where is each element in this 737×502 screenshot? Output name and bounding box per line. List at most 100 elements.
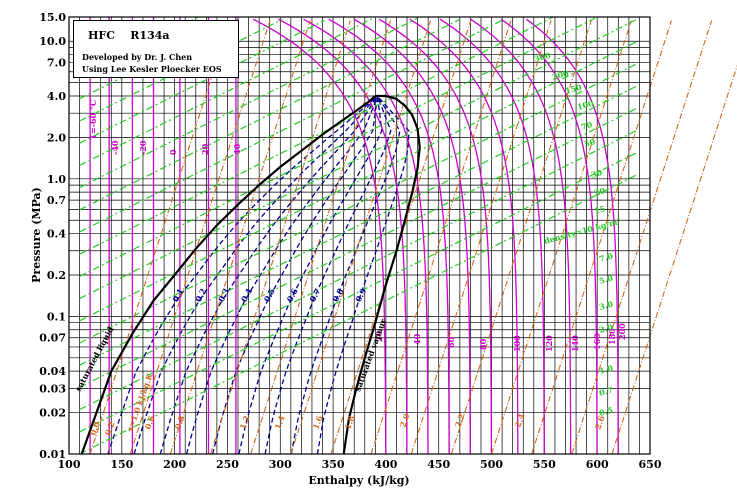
quality-line xyxy=(316,95,410,455)
chart-subtitle-line-1: Developed by Dr. J. Chen xyxy=(82,52,193,62)
x-tick-label: 200 xyxy=(163,458,186,471)
isotherm-label: 40 xyxy=(232,143,242,155)
isotherm-label: 60 xyxy=(446,336,456,348)
isentrope-line xyxy=(250,20,392,455)
density-label: 0.7 xyxy=(598,385,614,398)
density-label: 100 xyxy=(576,98,595,112)
isochore-line xyxy=(79,107,638,388)
chart-title-box: HFC R134a Developed by Dr. J. Chen Using… xyxy=(73,20,239,78)
y-tick-label: 1.0 xyxy=(47,173,66,186)
isentrope-label: 0.6 xyxy=(142,414,156,431)
isochore-line xyxy=(79,174,638,455)
density-label: 50 xyxy=(583,136,597,149)
x-tick-label: 100 xyxy=(58,458,81,471)
y-tick-label: 7.0 xyxy=(47,57,66,70)
isentrope-label: 1.2 xyxy=(237,414,251,431)
isentrope-label: 1.8 xyxy=(342,414,356,431)
chart-title: HFC R134a xyxy=(88,29,170,42)
quality-line xyxy=(238,96,383,455)
tick-labels: 100 150 200 250 300 350 400 450 500 550 600 65015.0… xyxy=(39,11,662,471)
isotherm-label: 40 xyxy=(412,333,422,345)
isentrope-line xyxy=(571,20,713,455)
quality-line xyxy=(185,96,379,455)
density-label: 2.0 xyxy=(598,322,614,335)
isochore-line xyxy=(79,18,461,211)
y-tick-label: 0.02 xyxy=(39,407,66,420)
plot-frame xyxy=(68,16,651,455)
y-tick-label: 15.0 xyxy=(39,11,66,24)
isotherm-curve xyxy=(353,18,471,455)
isotherm-label: 80 xyxy=(478,338,488,350)
y-tick-label: 0.04 xyxy=(39,365,66,378)
isotherm-curve xyxy=(526,18,619,454)
quality-line xyxy=(159,95,379,455)
isotherm-curve xyxy=(378,18,493,454)
isochore-line xyxy=(79,63,638,344)
isotherm-label: -20 xyxy=(138,140,148,155)
y-tick-label: 0.07 xyxy=(39,332,66,345)
density-label: 7.0 xyxy=(598,251,614,264)
density-label: 200 xyxy=(551,68,570,82)
isentrope-line xyxy=(531,20,672,455)
x-tick-label: 600 xyxy=(586,458,609,471)
x-tick-label: 350 xyxy=(322,458,345,471)
isochore-line xyxy=(79,17,418,189)
y-tick-label: 0.4 xyxy=(47,228,66,241)
density-label: 0.5 xyxy=(598,405,614,418)
isotherm-label: 180 xyxy=(607,328,617,345)
density-label: 5.0 xyxy=(598,273,614,286)
y-tick-label: 0.03 xyxy=(39,382,66,395)
saturation-dome xyxy=(80,94,421,455)
quality-line xyxy=(107,95,378,455)
density-label: 3.0 xyxy=(598,299,614,312)
saturated-vapour-label: saturated vapour xyxy=(352,317,388,393)
quality-line xyxy=(290,95,401,455)
chart-subtitle-line-2: Using Lee Kesler Ploecker EOS xyxy=(82,64,222,74)
density-label: 1.0 xyxy=(598,363,614,376)
isotherm-curve xyxy=(409,18,519,454)
isentrope-label: 0.8 xyxy=(172,414,186,431)
isentrope-line xyxy=(330,20,472,455)
isotherm-curve xyxy=(328,18,450,454)
quality-line xyxy=(264,96,392,455)
density-label: 300 xyxy=(533,50,552,64)
isentrope-label: 1.4 xyxy=(272,414,286,431)
density-label: 15 xyxy=(593,203,606,216)
isentrope-line xyxy=(410,20,552,455)
y-tick-label: 2.0 xyxy=(47,131,66,144)
density-label: 70 xyxy=(580,119,594,132)
isotherm-label: 160 xyxy=(592,333,602,350)
isentrope-line xyxy=(210,20,351,455)
isentrope-line xyxy=(450,20,592,455)
isotherm-label: 140 xyxy=(570,335,580,352)
isochore-line xyxy=(79,151,638,433)
isotherm-curve xyxy=(303,18,429,454)
isochore-line xyxy=(79,16,554,255)
isentrope-label: 2.6 xyxy=(592,414,606,431)
isentrope-label: 0.2 xyxy=(102,420,116,437)
x-tick-label: 300 xyxy=(269,458,292,471)
isotherm-label: 20 xyxy=(374,330,384,342)
isotherm-label: 200 xyxy=(617,323,627,340)
isochore-line xyxy=(79,85,638,366)
x-tick-label: 650 xyxy=(639,458,662,471)
isotherm-curve xyxy=(277,18,408,455)
isentrope-line xyxy=(89,20,231,455)
isentrope-label: 0.0 xyxy=(87,420,101,437)
x-axis-label: Enthalpy (kJ/kg) xyxy=(308,474,409,487)
quality-label: 0.7 xyxy=(307,287,322,304)
isotherm-curve xyxy=(500,18,598,454)
isochore-line xyxy=(79,16,376,166)
quality-line xyxy=(133,95,378,455)
property-curves xyxy=(79,16,737,455)
x-tick-label: 150 xyxy=(110,458,133,471)
y-tick-label: 0.1 xyxy=(47,310,66,323)
isentrope-line xyxy=(370,20,512,455)
isotherm-label: 0 xyxy=(168,149,178,155)
x-tick-label: 500 xyxy=(480,458,503,471)
y-tick-label: 0.7 xyxy=(47,194,66,207)
y-axis-label: Pressure (MPa) xyxy=(30,187,43,283)
x-tick-label: 250 xyxy=(216,458,239,471)
isotherm-curve xyxy=(252,18,387,454)
